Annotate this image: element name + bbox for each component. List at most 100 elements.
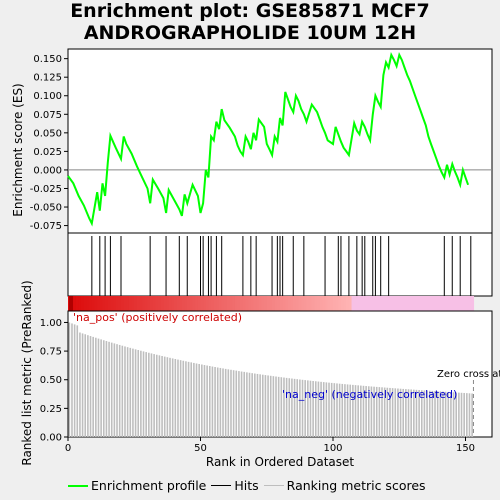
color-bar-segment-91 [309, 296, 313, 311]
rank-color-bar [68, 296, 475, 311]
ranking-y-axis: 0.00 0.25 0.50 0.75 1.00 [40, 318, 68, 444]
color-bar-segment-120 [386, 296, 390, 311]
neg-correlated-label: 'na_neg' (negatively correlated) [282, 388, 457, 401]
hits-ticks [91, 236, 472, 296]
color-bar-segment-37 [166, 296, 170, 311]
color-bar-segment-125 [399, 296, 403, 311]
color-bar-segment-3 [75, 296, 80, 311]
color-bar-segment-14 [105, 296, 109, 311]
color-bar-segment-84 [290, 296, 294, 311]
color-bar-segment-149 [462, 296, 467, 311]
color-bar-segment-20 [121, 296, 125, 311]
color-bar-segment-93 [314, 296, 318, 311]
color-bar-segment-45 [187, 296, 191, 311]
color-bar-segment-147 [457, 296, 461, 311]
es-y-tick-label-4: 0.025 [33, 147, 62, 158]
color-bar-segment-41 [176, 296, 180, 311]
color-bar-segment-31 [150, 296, 154, 311]
x-tick-label-1: 50 [194, 443, 207, 454]
es-y-tick-label-3: 0.000 [33, 165, 62, 176]
color-bar-segment-44 [184, 296, 188, 311]
color-bar-segment-5 [81, 296, 85, 311]
ranking-y-tick-label-3: 0.75 [40, 347, 62, 358]
ranking-y-tick-label-1: 0.25 [40, 404, 62, 415]
ranking-panel-frame [67, 310, 493, 438]
color-bar-segment-83 [287, 296, 292, 311]
color-bar-segment-59 [224, 296, 228, 311]
legend-item-hits: Hits [211, 478, 259, 493]
color-bar-segment-105 [346, 296, 350, 311]
es-y-tick-label-7: 0.100 [33, 91, 62, 102]
x-tick-label-3: 150 [456, 443, 475, 454]
legend-label-ranking: Ranking metric scores [286, 478, 426, 493]
color-bar-segment-39 [171, 296, 175, 311]
legend: Enrichment profile Hits Ranking metric s… [68, 478, 431, 493]
color-bar-segment-111 [362, 296, 366, 311]
color-bar-segment-12 [99, 296, 104, 311]
color-bar-segment-42 [179, 296, 183, 311]
color-bar-segment-23 [128, 296, 133, 311]
color-bar-segment-110 [359, 296, 363, 311]
color-bar-segment-77 [272, 296, 276, 311]
color-bar-segment-107 [351, 296, 355, 311]
color-bar-segment-152 [470, 296, 475, 311]
color-bar-segment-117 [378, 296, 382, 311]
legend-swatch-profile [68, 484, 88, 487]
color-bar-segment-53 [208, 296, 212, 311]
color-bar-segment-30 [147, 296, 151, 311]
chart-title: Enrichment plot: GSE85871 MCF7 ANDROGRAP… [0, 0, 500, 44]
color-bar-segment-136 [428, 296, 432, 311]
color-bar-segment-75 [266, 296, 270, 311]
x-axis-label: Rank in Ordered Dataset [206, 455, 354, 469]
color-bar-segment-142 [444, 296, 448, 311]
color-bar-segment-123 [393, 296, 398, 311]
legend-swatch-hits [211, 485, 232, 486]
color-bar-segment-108 [354, 296, 358, 311]
color-bar-segment-67 [245, 296, 249, 311]
color-bar-segment-60 [227, 296, 231, 311]
ranking-y-axis-label: Ranked list metric (PreRanked) [20, 280, 34, 465]
color-bar-segment-89 [303, 296, 308, 311]
color-bar-start [69, 296, 73, 311]
color-bar-segment-109 [356, 296, 361, 311]
chart-title-line-2: ANDROGRAPHOLIDE 10UM 12H [83, 22, 417, 44]
color-bar-segment-121 [388, 296, 392, 311]
color-bar-segment-143 [446, 296, 451, 311]
color-bar-segment-17 [113, 296, 117, 311]
color-bar-segment-141 [441, 296, 445, 311]
color-bar-segment-38 [168, 296, 172, 311]
color-bar-segment-85 [293, 296, 297, 311]
color-bar-segment-65 [240, 296, 244, 311]
color-bar-segment-64 [237, 296, 241, 311]
color-bar-segment-106 [348, 296, 353, 311]
color-bar-segment-96 [322, 296, 326, 311]
color-bar-segment-145 [452, 296, 456, 311]
ranking-y-tick-label-0: 0.00 [40, 433, 62, 444]
legend-label-profile: Enrichment profile [91, 478, 207, 493]
color-bar-segment-6 [83, 296, 88, 311]
color-bar-segment-92 [311, 296, 316, 311]
ranking-y-tick-label-4: 1.00 [40, 318, 62, 329]
color-bar-segment-101 [335, 296, 339, 311]
color-bar-segment-43 [181, 296, 186, 311]
color-bar-segment-138 [433, 296, 437, 311]
color-bar-segment-56 [216, 296, 220, 311]
color-bar-segment-126 [401, 296, 406, 311]
color-bar-segment-133 [420, 296, 424, 311]
color-bar-segment-16 [110, 296, 114, 311]
es-y-tick-label-6: 0.075 [33, 110, 62, 121]
color-bar-segment-29 [144, 296, 149, 311]
color-bar-segment-134 [423, 296, 427, 311]
color-bar-segment-116 [375, 296, 379, 311]
chart-title-line-1: Enrichment plot: GSE85871 MCF7 [70, 0, 430, 22]
color-bar-segment-139 [436, 296, 440, 311]
color-bar-segment-124 [396, 296, 400, 311]
color-bar-segment-78 [274, 296, 278, 311]
color-bar-segment-49 [197, 296, 202, 311]
color-bar-segment-7 [86, 296, 90, 311]
color-bar-segment-128 [407, 296, 411, 311]
color-bar-segment-2 [73, 296, 77, 311]
color-bar-segment-137 [431, 296, 435, 311]
color-bar-segment-76 [269, 296, 273, 311]
